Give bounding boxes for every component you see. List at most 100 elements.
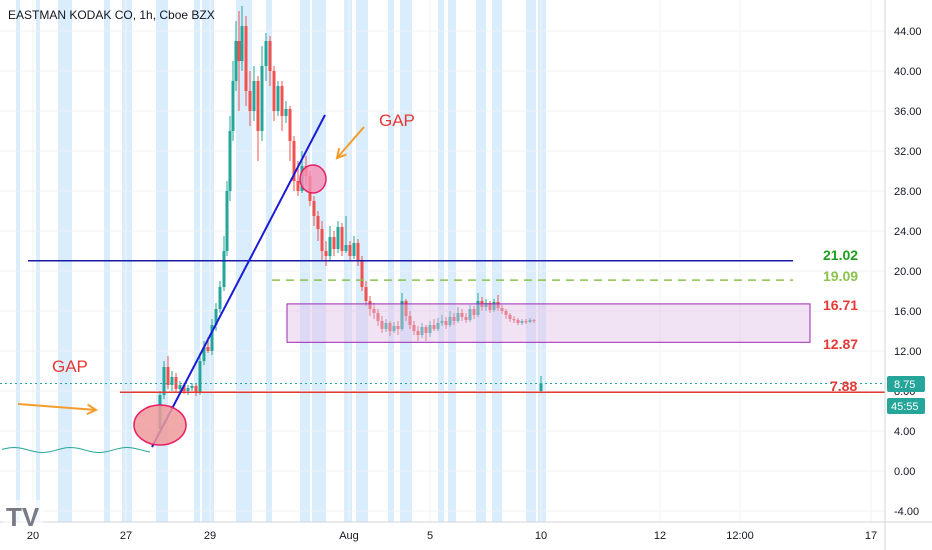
candle	[404, 299, 408, 321]
candle	[336, 221, 340, 253]
y-tick-label: 12.00	[894, 346, 922, 358]
candle-body	[416, 331, 420, 335]
candle	[190, 383, 194, 391]
candle	[539, 376, 543, 393]
y-tick-label: -4.00	[894, 506, 919, 518]
candle-body	[218, 287, 222, 309]
timer-badge-label: 45:55	[891, 401, 919, 413]
candle	[268, 36, 272, 86]
y-tick-label: 44.00	[894, 26, 922, 38]
candle-body	[288, 109, 292, 141]
candle-body	[444, 321, 448, 325]
candle	[210, 319, 214, 355]
candle-body	[225, 191, 229, 251]
candle-body	[408, 316, 412, 325]
candle-body	[344, 245, 348, 251]
candle	[228, 116, 232, 201]
candle	[420, 323, 424, 338]
candle	[340, 223, 344, 256]
y-tick-label: 32.00	[894, 146, 922, 158]
trend-line	[151, 114, 326, 448]
orange-arrow	[17, 403, 99, 416]
level-label: 7.88	[830, 378, 857, 394]
arrow-head	[86, 403, 99, 416]
candle	[364, 281, 368, 306]
candle	[240, 6, 244, 71]
candle-body	[186, 388, 190, 391]
session-band	[16, 0, 20, 522]
candle-body	[500, 308, 504, 311]
level-label: 21.02	[823, 247, 858, 263]
candle	[256, 76, 260, 161]
y-tick-label: 4.00	[894, 426, 915, 438]
candle	[264, 33, 268, 81]
candle	[516, 318, 520, 325]
candle-body	[240, 26, 244, 61]
candle-body	[384, 323, 388, 329]
gap-label: GAP	[52, 357, 88, 376]
level-label: 19.09	[823, 268, 858, 284]
candle	[392, 322, 396, 333]
gap-circle	[299, 164, 327, 194]
y-tick-label: 28.00	[894, 186, 922, 198]
candle-body	[520, 321, 524, 323]
candle-body	[280, 86, 284, 116]
candle	[496, 295, 500, 311]
candle-body	[248, 91, 252, 111]
candle-body	[504, 311, 508, 315]
x-tick-label: 27	[120, 530, 132, 542]
candle-body	[206, 347, 210, 351]
candle-body	[496, 302, 500, 308]
candle-body	[231, 81, 235, 131]
candle-body	[316, 216, 320, 229]
candle-body	[472, 309, 476, 315]
candle	[324, 241, 328, 266]
level-label: 12.87	[823, 336, 858, 352]
timer-badge	[887, 398, 925, 414]
candle-body	[332, 237, 336, 249]
candle-body	[404, 301, 408, 316]
price-line-pre-gap	[1, 446, 151, 454]
arrow-shaft	[17, 403, 97, 411]
candle	[376, 309, 380, 326]
candle	[524, 319, 528, 324]
candle	[388, 321, 392, 336]
candle-body	[264, 41, 268, 66]
candle-body	[539, 383, 543, 391]
candle-body	[312, 201, 316, 216]
candle-body	[392, 326, 396, 331]
y-tick-label: 40.00	[894, 66, 922, 78]
candle	[352, 236, 356, 259]
candle-body	[484, 303, 488, 307]
candle-body	[182, 385, 186, 391]
candle	[174, 373, 178, 392]
candle	[292, 136, 296, 191]
candle	[372, 303, 376, 319]
candle	[488, 301, 492, 313]
candle	[460, 309, 464, 321]
logo-mark: TV	[6, 502, 40, 532]
candle	[384, 319, 388, 332]
candle-body	[412, 325, 416, 331]
candle	[444, 317, 448, 329]
candle-body	[296, 181, 300, 191]
candle	[380, 316, 384, 333]
candle	[272, 66, 276, 121]
candle-body	[260, 66, 264, 131]
candle-body	[328, 237, 332, 256]
candle-body	[436, 323, 440, 329]
candle-body	[210, 325, 214, 351]
candle-body	[252, 81, 256, 111]
candle	[472, 306, 476, 319]
candle	[476, 293, 480, 317]
range-box	[286, 303, 811, 343]
x-tick-label: 29	[204, 530, 216, 542]
candle-body	[368, 301, 372, 309]
candle	[464, 313, 468, 323]
candle	[456, 307, 460, 323]
candle-body	[492, 302, 496, 310]
x-tick-label: 20	[27, 530, 39, 542]
candle-body	[376, 313, 380, 321]
candle	[360, 256, 364, 291]
